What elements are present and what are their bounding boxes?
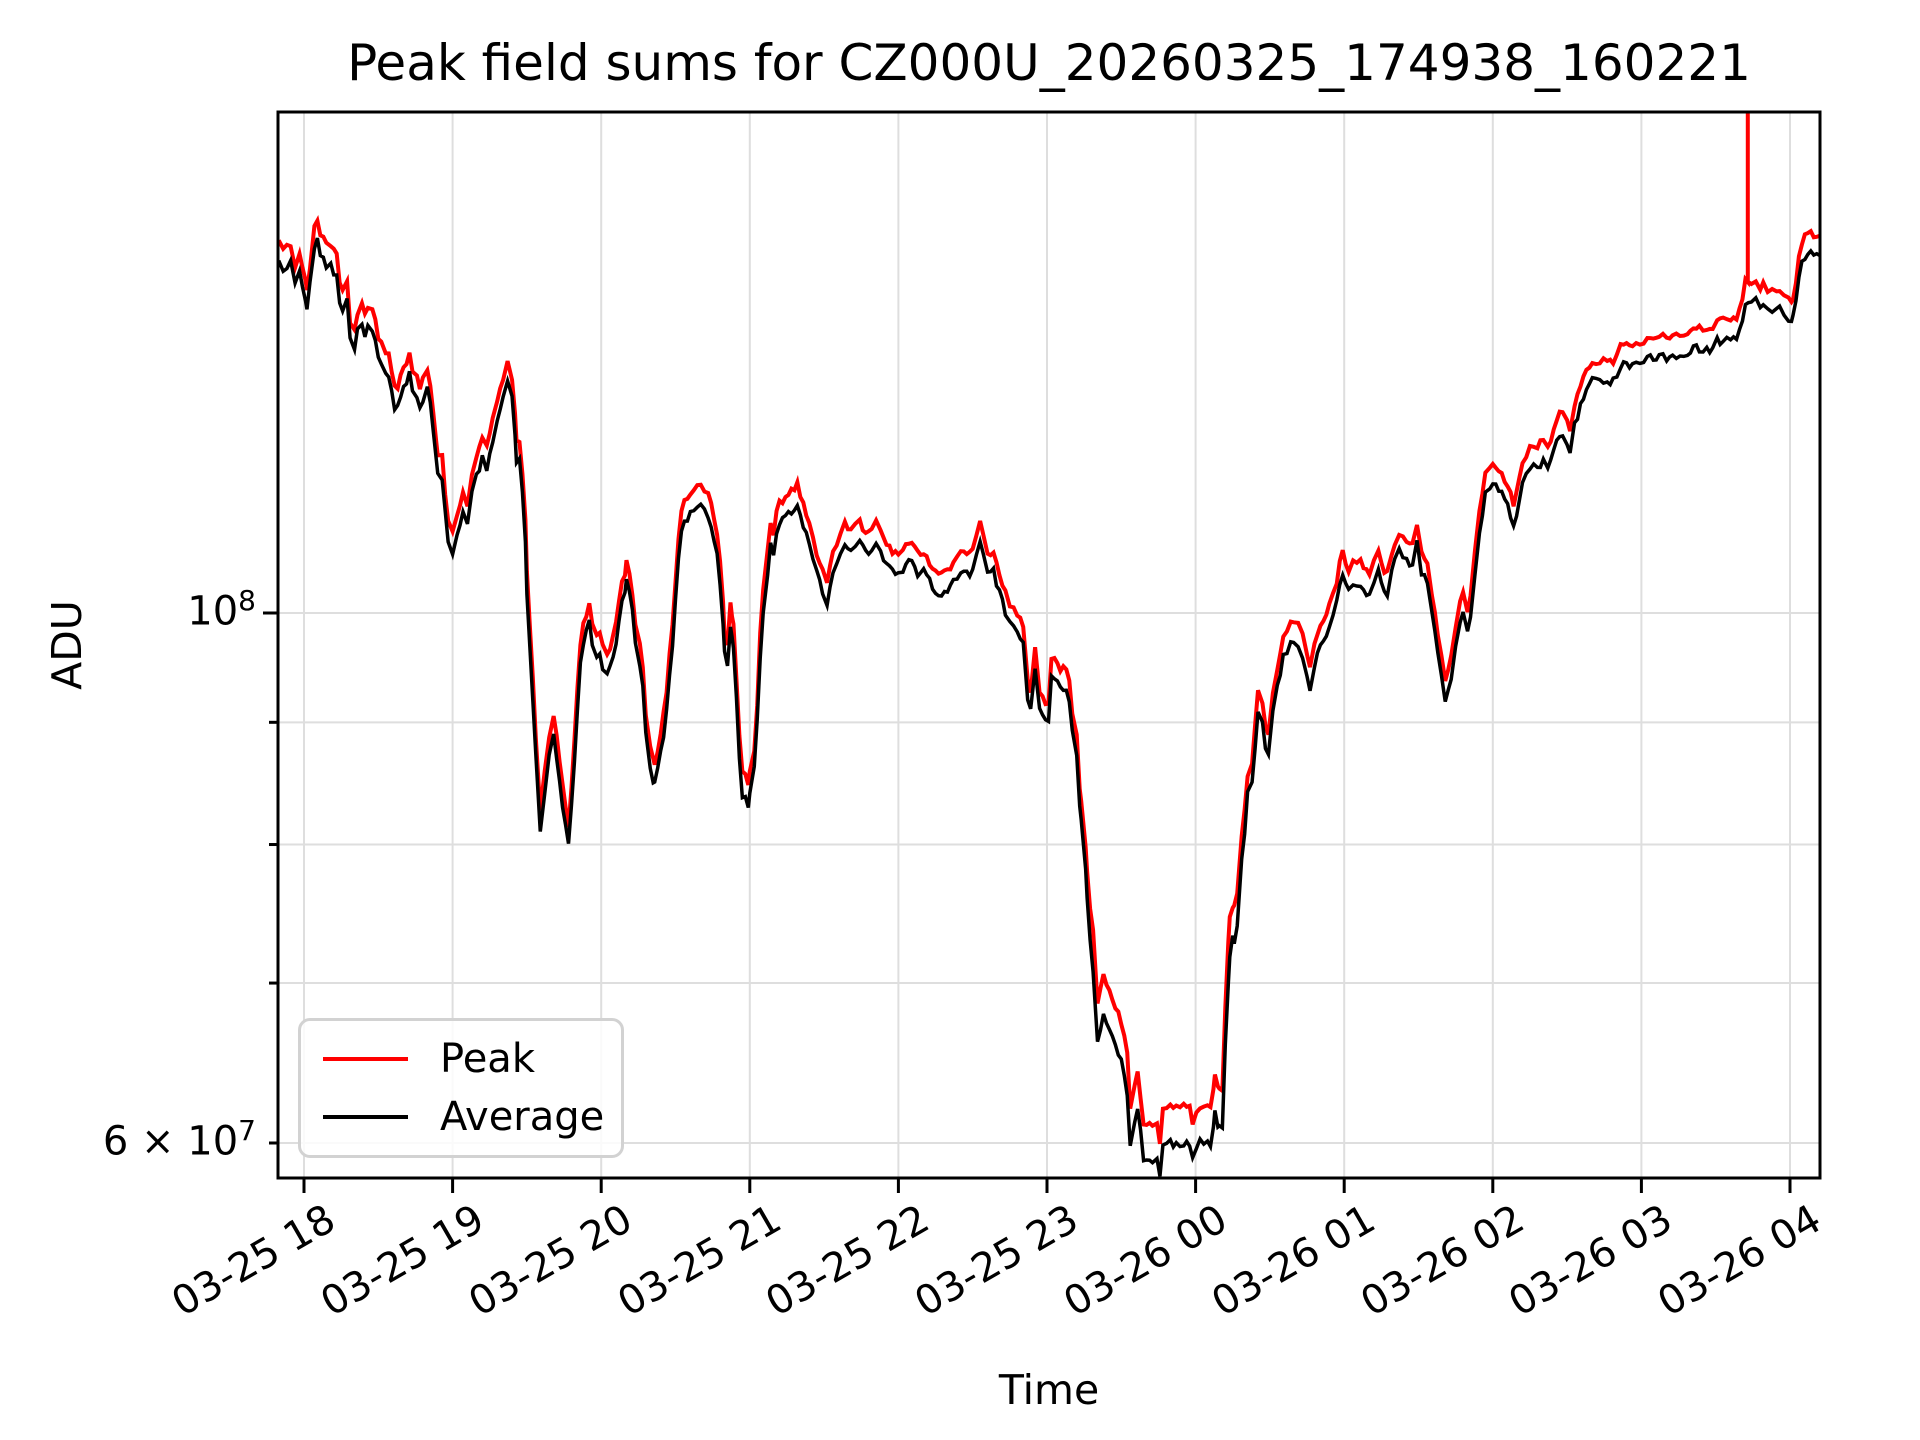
- chart-title: Peak field sums for CZ000U_20260325_1749…: [347, 34, 1751, 92]
- peak-series-line: [278, 112, 1820, 1145]
- average-series-line: [278, 237, 1820, 1177]
- y-tick-label: 6 × 107: [102, 1113, 256, 1165]
- peak-line-swatch: [323, 1057, 408, 1062]
- legend-item-average: Average: [323, 1094, 621, 1140]
- x-axis-label: Time: [998, 1366, 1100, 1414]
- legend-label-average: Average: [440, 1093, 605, 1140]
- average-line-swatch: [323, 1114, 408, 1119]
- plot-border: [276, 110, 1822, 1180]
- y-tick-label: 108: [187, 584, 256, 635]
- legend-item-peak: Peak: [323, 1036, 621, 1082]
- legend: Peak Average: [298, 1018, 624, 1158]
- legend-label-peak: Peak: [440, 1036, 535, 1083]
